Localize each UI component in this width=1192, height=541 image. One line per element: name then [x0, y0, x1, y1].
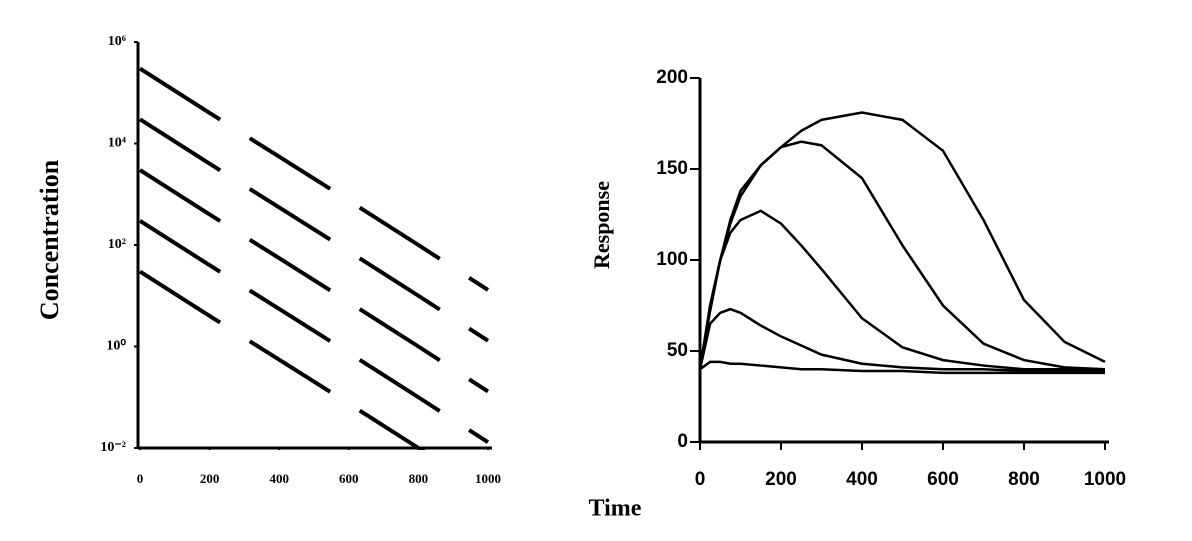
y-tick-label: 0 [677, 431, 688, 452]
x-tick-label: 600 [927, 469, 959, 490]
x-tick-label: 200 [200, 471, 220, 486]
y-tick-label: 150 [656, 158, 688, 179]
series-line [138, 168, 490, 394]
y-tick-label: 10² [108, 237, 126, 252]
y-tick-label: 10⁶ [108, 34, 126, 49]
y-axis-label: Concentration [35, 159, 64, 320]
series-line [700, 111, 1106, 370]
x-tick-label: 800 [1008, 469, 1040, 490]
x-tick-label: 800 [409, 471, 429, 486]
y-tick-label: 100 [656, 249, 688, 270]
x-tick-label: 200 [765, 469, 797, 490]
series-line [138, 117, 490, 343]
y-tick-label: 50 [667, 340, 688, 361]
x-tick-label: 600 [339, 471, 359, 486]
x-tick-label: 0 [137, 471, 144, 486]
y-axis-label: Response [589, 181, 614, 269]
series-line [138, 219, 490, 444]
y-tick-label: 10⁻² [100, 440, 126, 455]
series-line [700, 209, 1105, 371]
series-line [138, 269, 426, 450]
x-tick-label: 1000 [1084, 469, 1126, 490]
series-line [700, 360, 1105, 375]
x-axis-label: Time [589, 496, 642, 522]
series-line [138, 66, 490, 292]
y-tick-label: 10⁴ [108, 136, 127, 151]
y-tick-label: 200 [656, 67, 688, 88]
x-tick-label: 1000 [475, 471, 501, 486]
x-tick-label: 400 [846, 469, 878, 490]
x-tick-label: 0 [695, 469, 706, 490]
series-line [700, 307, 1105, 373]
x-tick-label: 400 [269, 471, 289, 486]
y-tick-label: 10⁰ [106, 339, 126, 354]
series-line [700, 140, 1106, 371]
